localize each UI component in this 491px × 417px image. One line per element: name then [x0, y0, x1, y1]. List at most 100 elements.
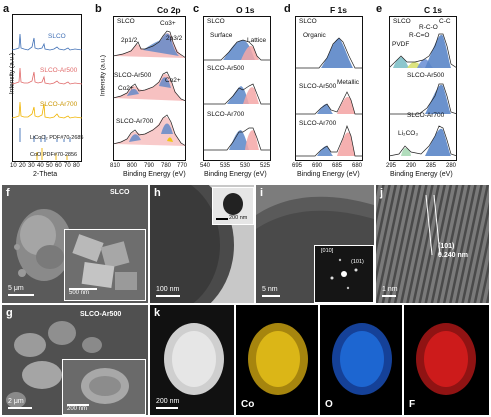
peak-label: 2p3/2 [166, 35, 183, 42]
x-tick: 50 [46, 163, 53, 169]
panel-letter: k [154, 307, 161, 319]
fft-inset: [010] (101) [314, 245, 374, 303]
x-tick: 40 [37, 163, 44, 169]
scale-bar [262, 295, 280, 297]
panel-letter: h [154, 187, 161, 199]
scale-bar [67, 404, 89, 406]
eds-map-co: Co [236, 305, 318, 415]
spectrum-label: SLCO [393, 18, 411, 25]
series-label: SLCO [48, 33, 66, 40]
plot-frame [113, 16, 186, 161]
spectrum-label: SLCO-Ar700 [207, 111, 245, 118]
zone-axis-label: [010] [321, 248, 334, 254]
peak-label: Organic [303, 32, 326, 39]
peak-label: Li₂CO₃ [398, 130, 418, 137]
scale-bar [156, 295, 180, 297]
eds-map-o: O [320, 305, 402, 415]
panel-letter: d [284, 3, 291, 15]
x-tick: 10 [10, 163, 17, 169]
x-tick: 780 [161, 163, 172, 169]
eds-map-f: F [404, 305, 489, 415]
x-tick: 525 [260, 163, 271, 169]
panel-title: Co 2p [157, 5, 181, 15]
series-label: SLCO-Ar700 [40, 101, 78, 108]
element-label: O [325, 399, 333, 410]
reference-label: CoO PDF#70-2856 [30, 152, 78, 158]
plot-frame [203, 16, 271, 161]
panel-k-haadf-image: k 200 nm [150, 305, 234, 415]
spectrum-label: SLCO-Ar700 [407, 112, 445, 119]
x-tick: 680 [352, 163, 363, 169]
panel-letter: c [193, 3, 200, 15]
panel-f-sem-image: 500 nm f SLCO 5 μm [2, 185, 148, 303]
panel-j-lattice-image: j (101) 0.240 nm 1 nm [376, 185, 489, 303]
peak-label: Lattice [247, 37, 267, 44]
x-tick: 295 [386, 163, 397, 169]
panel-letter: b [95, 3, 102, 15]
x-tick: 30 [28, 163, 35, 169]
peak-label: C-C [439, 18, 451, 25]
scale-bar-label: 100 nm [156, 286, 180, 293]
spectrum-label: SLCO-Ar500 [407, 72, 445, 79]
peak-label: PVDF [392, 41, 410, 48]
element-label: Co [241, 399, 255, 410]
x-axis-label: 2-Theta [33, 171, 58, 178]
panel-h-tem-image: 200 nm h 100 nm [150, 185, 254, 303]
panel-letter: a [3, 3, 10, 15]
spectrum-label: SLCO-Ar500 [299, 83, 337, 90]
xps-o1s-plot [203, 39, 271, 151]
xrd-plot [12, 33, 82, 160]
x-axis-label: Binding Energy (eV) [123, 171, 186, 178]
scale-bar [382, 295, 396, 297]
scale-bar-label: 500 nm [69, 290, 90, 296]
sample-name: SLCO [110, 189, 130, 196]
xps-c1s-plot [389, 33, 457, 157]
peak-label: Co2+ [165, 77, 181, 84]
plot-frame [295, 16, 363, 161]
x-tick: 685 [332, 163, 343, 169]
scale-bar-label: 5 nm [262, 286, 278, 293]
series-label: SLCO-Ar500 [40, 67, 78, 74]
lattice-plane-label: (101) [438, 243, 455, 250]
sample-name: SLCO-Ar500 [80, 311, 122, 318]
panel-letter: j [380, 187, 384, 199]
x-tick: 800 [127, 163, 138, 169]
spectrum-label: SLCO-Ar500 [207, 65, 245, 72]
x-tick: 70 [64, 163, 71, 169]
scale-bar [69, 288, 97, 290]
x-tick: 770 [177, 163, 188, 169]
x-tick: 540 [200, 163, 211, 169]
y-axis-label: Intensity (a.u.) [99, 54, 107, 97]
x-tick: 285 [426, 163, 437, 169]
scale-bar [216, 218, 228, 220]
scale-bar [156, 407, 178, 409]
peak-label: Co2+ [118, 85, 134, 92]
tem-inset: 200 nm [212, 187, 254, 225]
spectrum-label: SLCO-Ar700 [116, 118, 154, 125]
peak-label: Metallic [337, 79, 360, 86]
scale-bar [8, 294, 34, 296]
x-axis-label: Binding Energy (eV) [297, 171, 360, 178]
plot-frame [389, 16, 457, 161]
peak-label: R-C=O [409, 32, 430, 39]
sem-inset: 200 nm [62, 359, 146, 415]
x-axis-label: Binding Energy (eV) [204, 171, 267, 178]
x-tick: 530 [240, 163, 251, 169]
scale-bar [8, 407, 32, 409]
panel-letter: e [376, 3, 383, 15]
spectrum-label: SLCO-Ar500 [114, 72, 152, 79]
panel-letter: g [6, 307, 13, 319]
x-tick: 60 [55, 163, 62, 169]
sem-inset: 500 nm [64, 229, 146, 301]
panel-g-sem-image: 200 nm g SLCO-Ar500 2 μm [2, 305, 148, 415]
xps-f1s-plot [295, 37, 363, 157]
scale-bar-label: 200 nm [67, 406, 88, 412]
panel-title: F 1s [330, 5, 348, 15]
scale-bar-label: 5 μm [8, 285, 24, 292]
spectrum-label: SLCO [117, 18, 135, 25]
scale-bar-label: 200 nm [229, 215, 248, 221]
x-axis-label: Binding Energy (eV) [390, 171, 453, 178]
peak-label: 2p1/2 [121, 37, 138, 44]
panel-i-hrtem-image: [010] (101) i 5 nm [256, 185, 374, 303]
spectrum-label: SLCO [299, 18, 317, 25]
